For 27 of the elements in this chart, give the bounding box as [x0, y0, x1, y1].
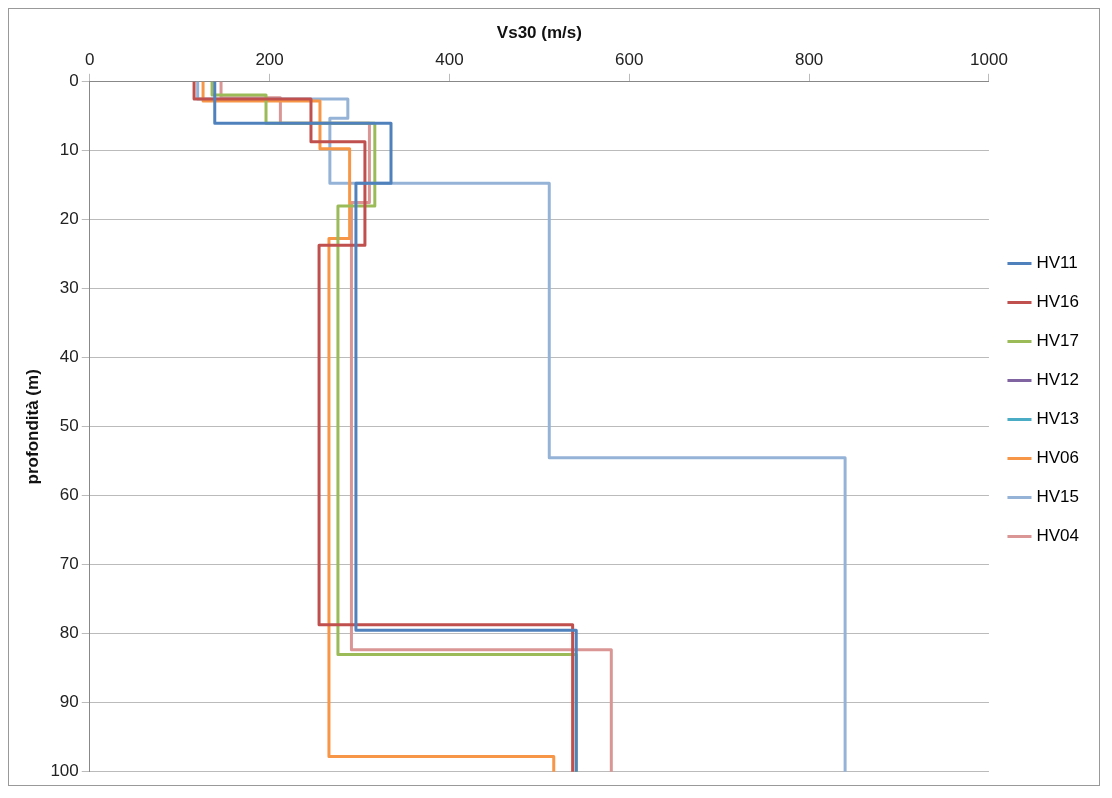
x-tick-label: 600: [615, 50, 644, 70]
legend-label: HV04: [1036, 526, 1080, 546]
x-axis-title: Vs30 (m/s): [496, 22, 582, 42]
legend-label: HV06: [1036, 448, 1080, 468]
legend-label: HV16: [1036, 292, 1080, 312]
y-tick-label: 100: [50, 761, 79, 781]
y-tick-label: 0: [69, 71, 79, 91]
y-tick-label: 50: [59, 416, 79, 436]
y-tick-label: 10: [59, 140, 79, 160]
x-tick-label: 400: [435, 50, 464, 70]
y-tick-label: 80: [59, 623, 79, 643]
legend-label: HV17: [1036, 331, 1080, 351]
x-tick-label: 200: [255, 50, 284, 70]
legend-label: HV15: [1036, 487, 1080, 507]
legend-label: HV11: [1036, 253, 1078, 273]
y-axis-title: profondità (m): [22, 369, 42, 485]
y-tick-label: 20: [59, 209, 79, 229]
x-tick-label: 1000: [970, 50, 1008, 70]
y-tick-label: 40: [59, 347, 79, 367]
y-tick-label: 30: [59, 278, 79, 298]
x-tick-label: 800: [794, 50, 824, 70]
y-tick-label: 60: [59, 485, 79, 505]
legend-label: HV13: [1036, 409, 1080, 429]
legend-label: HV12: [1036, 370, 1080, 390]
x-tick-label: 0: [85, 50, 95, 70]
y-tick-label: 70: [59, 554, 79, 574]
y-tick-label: 90: [59, 692, 79, 712]
